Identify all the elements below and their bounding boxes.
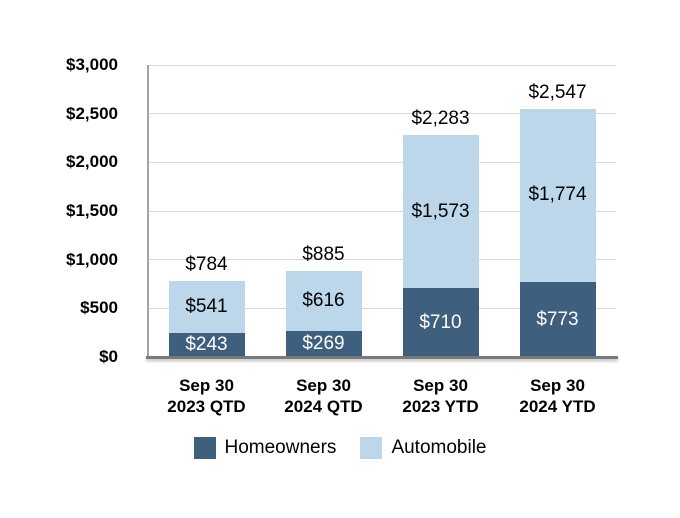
gridline	[148, 161, 616, 163]
legend-item-homeowners: Homeowners	[193, 436, 337, 460]
legend-label: Homeowners	[224, 437, 337, 458]
x-axis-category-label: Sep 30 2024 YTD	[493, 375, 622, 417]
bar-segment-automobile: $1,573	[402, 134, 479, 288]
bar-segment-value-label: $541	[185, 295, 228, 317]
x-label-line2: 2023 QTD	[167, 397, 246, 416]
x-label-line1: Sep 30	[179, 376, 234, 395]
x-label-line2: 2024 YTD	[519, 397, 596, 416]
bar-total-label: $2,283	[411, 107, 470, 129]
gridline	[148, 64, 616, 66]
bar-segment-value-label: $710	[419, 311, 462, 333]
gridline	[148, 307, 616, 309]
y-axis-tick-label: $0	[99, 347, 118, 366]
x-label-line1: Sep 30	[530, 376, 585, 395]
x-label-line2: 2023 YTD	[402, 397, 479, 416]
bar-segment-value-label: $616	[302, 289, 345, 311]
chart-legend: Homeowners Automobile	[0, 436, 680, 460]
bar-segment-automobile: $616	[285, 270, 362, 331]
bar-segment-automobile: $541	[168, 280, 245, 334]
x-axis-category-label: Sep 30 2023 QTD	[142, 375, 271, 417]
gridline	[148, 113, 616, 115]
bar-segment-value-label: $243	[185, 334, 228, 356]
y-axis-tick-label: $2,500	[66, 103, 118, 123]
legend-label: Automobile	[391, 437, 487, 458]
bar-segment-value-label: $269	[302, 332, 345, 354]
x-axis-category-label: Sep 30 2024 QTD	[259, 375, 388, 417]
bar-segment-homeowners: $710	[402, 287, 479, 357]
x-label-line2: 2024 QTD	[284, 397, 363, 416]
y-axis-tick-label: $2,000	[66, 152, 118, 172]
x-axis-line	[146, 356, 618, 359]
legend-swatch-icon	[360, 437, 383, 459]
bar-segment-homeowners: $243	[168, 333, 245, 357]
gridline	[148, 210, 616, 212]
y-axis-line	[147, 65, 149, 357]
bar-segment-value-label: $773	[536, 308, 579, 330]
y-axis-tick-label: $500	[80, 298, 118, 318]
gridline	[148, 259, 616, 261]
bar-segment-value-label: $1,573	[411, 200, 470, 222]
bar-total-label: $885	[302, 243, 345, 265]
bar-segment-homeowners: $269	[285, 330, 362, 357]
y-axis-tick-label: $3,000	[66, 55, 118, 74]
y-axis-tick-label: $1,000	[66, 249, 118, 269]
x-label-line1: Sep 30	[413, 376, 468, 395]
bar-total-label: $2,547	[528, 82, 587, 104]
bar-segment-homeowners: $773	[519, 281, 596, 357]
x-axis-category-label: Sep 30 2023 YTD	[376, 375, 505, 417]
legend-swatch-icon	[193, 437, 216, 459]
legend-item-automobile: Automobile	[360, 436, 487, 460]
y-axis-tick-label: $1,500	[66, 201, 118, 220]
bar-segment-automobile: $1,774	[519, 109, 596, 282]
x-label-line1: Sep 30	[296, 376, 351, 395]
bar-total-label: $784	[185, 253, 228, 275]
bar-segment-value-label: $1,774	[528, 184, 587, 206]
